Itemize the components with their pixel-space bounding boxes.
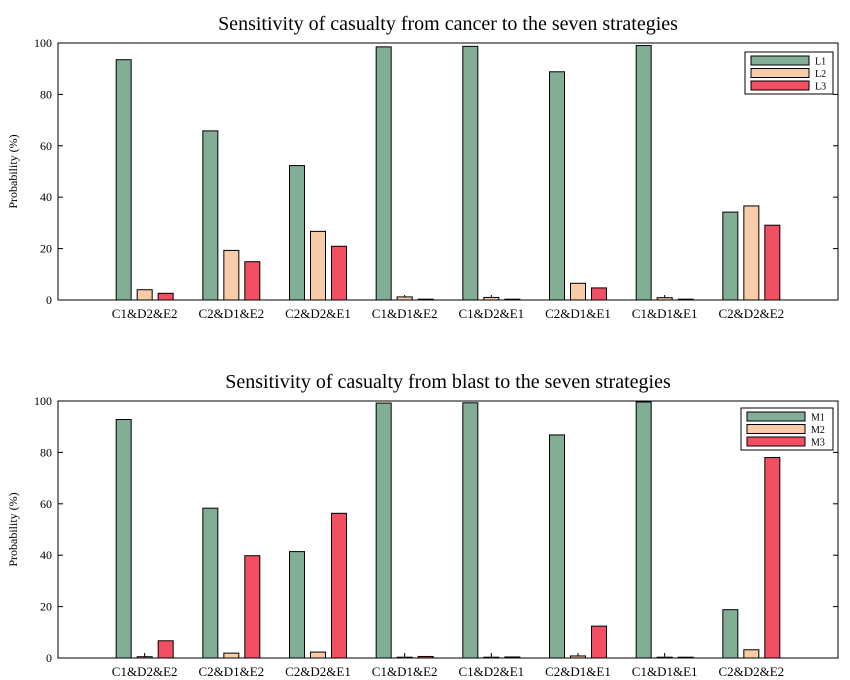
bar-m3-7 <box>764 457 781 659</box>
bar-l2-2 <box>310 230 326 301</box>
bar-m1-4 <box>462 402 479 659</box>
x-tick-label: C2&D2&E1 <box>285 664 351 679</box>
y-tick-label: 20 <box>40 242 52 256</box>
x-tick-label: C1&D1&E2 <box>372 306 438 321</box>
cancer-chart: Sensitivity of casualty from cancer to t… <box>6 13 839 321</box>
x-tick-label: C1&D1&E1 <box>632 306 698 321</box>
y-tick-label: 0 <box>46 293 52 307</box>
x-tick-label: C2&D1&E1 <box>545 664 611 679</box>
bar-l2-1 <box>223 249 240 301</box>
plot-frame <box>57 42 839 301</box>
legend-swatch-l2 <box>750 68 810 78</box>
bar-m3-1 <box>244 555 261 659</box>
legend-swatch-m1 <box>746 411 806 422</box>
y-tick-label: 0 <box>46 651 52 665</box>
x-tick-label: C2&D2&E2 <box>718 664 784 679</box>
y-axis-label: Probability (%) <box>6 492 20 566</box>
x-tick-label: C1&D1&E2 <box>372 664 438 679</box>
bar-l1-4 <box>462 45 479 301</box>
bar-m1-3 <box>375 402 392 659</box>
x-tick-label: C2&D1&E2 <box>198 306 264 321</box>
x-tick-label: C1&D2&E1 <box>458 306 524 321</box>
bar-l3-0 <box>157 292 174 301</box>
bar-l2-7 <box>743 205 760 301</box>
y-tick-label: 100 <box>34 36 52 50</box>
bar-l2-0 <box>136 289 153 301</box>
x-tick-label: C2&D1&E1 <box>545 306 611 321</box>
bar-l1-0 <box>115 59 132 301</box>
bar-m1-0 <box>115 419 132 659</box>
bar-l3-1 <box>244 261 261 301</box>
bar-m1-2 <box>289 551 305 659</box>
legend-label-m1: M1 <box>811 413 825 424</box>
x-tick-label: C1&D2&E2 <box>112 664 178 679</box>
legend-label-l3: L3 <box>815 82 826 93</box>
bar-l1-3 <box>375 46 392 301</box>
legend-label-m3: M3 <box>811 438 825 449</box>
y-tick-label: 100 <box>34 394 52 408</box>
bar-l1-5 <box>549 71 565 301</box>
plot-frame <box>57 400 839 659</box>
bar-m1-1 <box>202 507 219 659</box>
legend-swatch-l1 <box>750 55 810 66</box>
y-tick-label: 80 <box>40 87 52 101</box>
x-tick-label: C1&D1&E1 <box>632 664 698 679</box>
y-tick-label: 20 <box>40 600 52 614</box>
bar-l1-7 <box>722 211 739 301</box>
legend-label-l2: L2 <box>815 69 826 80</box>
y-tick-label: 60 <box>40 139 52 153</box>
legend-swatch-m3 <box>746 436 806 447</box>
x-tick-label: C2&D2&E1 <box>285 306 351 321</box>
legend-swatch-l3 <box>750 80 810 91</box>
bar-l1-1 <box>202 130 219 301</box>
bar-m1-6 <box>635 401 652 659</box>
x-tick-label: C2&D2&E2 <box>718 306 784 321</box>
bar-m1-7 <box>722 609 739 659</box>
bar-l1-6 <box>635 45 652 301</box>
bar-l3-7 <box>764 224 781 301</box>
bar-m2-7 <box>743 649 760 659</box>
y-tick-label: 80 <box>40 445 52 459</box>
y-tick-label: 40 <box>40 548 52 562</box>
bar-m2-1 <box>223 652 240 659</box>
y-tick-label: 40 <box>40 190 52 204</box>
bar-l3-2 <box>331 245 347 301</box>
bar-m2-2 <box>310 651 326 659</box>
x-tick-label: C1&D2&E1 <box>458 664 524 679</box>
y-tick-label: 60 <box>40 497 52 511</box>
x-tick-label: C2&D1&E2 <box>198 664 264 679</box>
bar-l2-5 <box>570 282 586 301</box>
bar-m3-2 <box>331 512 347 659</box>
bar-m1-5 <box>549 434 565 659</box>
chart-title: Sensitivity of casualty from cancer to t… <box>218 13 678 35</box>
bar-m3-5 <box>591 625 607 659</box>
y-axis-label: Probability (%) <box>6 134 20 208</box>
chart-title: Sensitivity of casualty from blast to th… <box>225 371 671 393</box>
x-tick-label: C1&D2&E2 <box>112 306 178 321</box>
legend-label-l1: L1 <box>815 57 826 68</box>
bar-l3-5 <box>591 287 607 301</box>
legend-label-m2: M2 <box>811 425 825 436</box>
bar-m3-0 <box>157 640 174 659</box>
legend-swatch-m2 <box>746 424 806 434</box>
blast-chart: Sensitivity of casualty from blast to th… <box>6 371 839 679</box>
bar-l1-2 <box>289 165 305 301</box>
